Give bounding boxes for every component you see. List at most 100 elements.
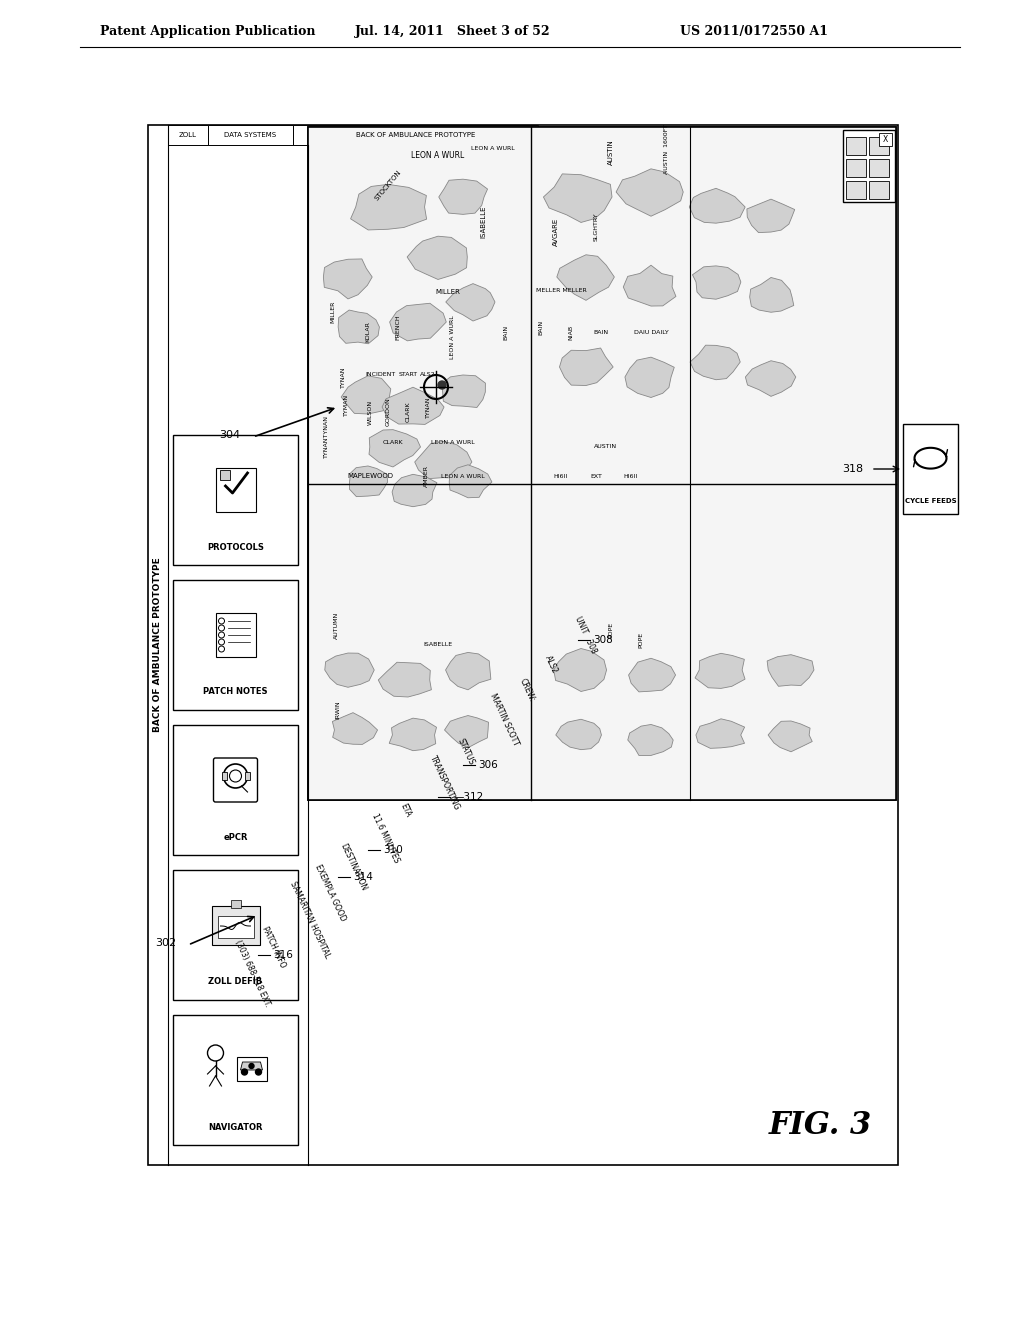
Bar [846, 137, 866, 154]
Bar [846, 181, 866, 199]
Polygon shape [559, 348, 613, 385]
Polygon shape [628, 725, 673, 755]
Text: ePCR: ePCR [223, 833, 248, 842]
Bar [308, 127, 896, 800]
Bar [173, 870, 298, 1001]
Polygon shape [696, 719, 744, 748]
Text: AUSTIN  1600FT: AUSTIN 1600FT [664, 124, 669, 174]
Polygon shape [333, 713, 378, 744]
Text: AMBER: AMBER [424, 465, 428, 487]
Text: BAIN: BAIN [504, 325, 509, 339]
Bar [308, 127, 896, 800]
Text: HI6II: HI6II [624, 474, 638, 479]
Text: DATA SYSTEMS: DATA SYSTEMS [224, 132, 276, 139]
Text: ZOLL: ZOLL [179, 132, 197, 139]
Polygon shape [325, 653, 374, 688]
Text: DAIU DAILY: DAIU DAILY [634, 330, 669, 334]
Text: NAVIGATOR: NAVIGATOR [208, 1122, 263, 1131]
Text: INCIDENT: INCIDENT [366, 372, 396, 378]
Polygon shape [444, 715, 488, 747]
Text: ZOLL DEFIB: ZOLL DEFIB [209, 978, 262, 986]
Polygon shape [689, 189, 745, 223]
FancyBboxPatch shape [212, 906, 259, 945]
Bar [148, 125, 898, 1166]
Polygon shape [338, 310, 380, 343]
Text: LEON A WURL: LEON A WURL [471, 147, 515, 152]
Circle shape [249, 1064, 254, 1068]
Polygon shape [767, 655, 814, 686]
Bar [869, 137, 889, 154]
Polygon shape [745, 360, 796, 396]
Bar [221, 772, 226, 780]
Text: ISABELLE: ISABELLE [480, 206, 486, 238]
Polygon shape [445, 284, 495, 321]
Text: TYMAN: TYMAN [343, 393, 348, 416]
Text: AUSTIN: AUSTIN [595, 445, 617, 450]
Text: EXT: EXT [590, 474, 602, 479]
Text: X: X [883, 135, 888, 144]
Text: STOCKTON: STOCKTON [374, 169, 402, 202]
Text: DESTINATION: DESTINATION [338, 842, 368, 892]
Text: MILLER: MILLER [435, 289, 461, 294]
Text: 316: 316 [273, 950, 293, 960]
Text: LEON A WURL: LEON A WURL [431, 440, 475, 445]
Text: AUSTIN: AUSTIN [608, 139, 614, 165]
FancyBboxPatch shape [237, 1057, 266, 1081]
Text: US 2011/0172550 A1: US 2011/0172550 A1 [680, 25, 828, 38]
Text: FRENCH: FRENCH [395, 314, 400, 339]
Text: 302: 302 [155, 939, 176, 948]
Text: AVGARE: AVGARE [553, 218, 559, 246]
Text: 318: 318 [842, 465, 863, 474]
Text: Jul. 14, 2011   Sheet 3 of 52: Jul. 14, 2011 Sheet 3 of 52 [355, 25, 551, 38]
Bar [173, 1015, 298, 1144]
Polygon shape [768, 721, 812, 752]
Text: MARTIN SCOTT: MARTIN SCOTT [488, 693, 520, 747]
Bar [869, 158, 889, 177]
Text: WILSON: WILSON [368, 400, 373, 425]
Bar [245, 772, 250, 780]
Text: GORDON: GORDON [385, 397, 390, 426]
Text: PATCH INFO: PATCH INFO [260, 925, 287, 969]
Polygon shape [350, 185, 427, 230]
Bar [293, 125, 538, 145]
Bar [208, 125, 293, 145]
Text: BAIN: BAIN [539, 319, 544, 334]
Polygon shape [415, 441, 472, 479]
Text: —312: —312 [453, 792, 483, 803]
Text: PROTOCOLS: PROTOCOLS [207, 543, 264, 552]
Text: LEON A WURL: LEON A WURL [451, 315, 456, 359]
Bar [869, 181, 889, 199]
Polygon shape [392, 474, 437, 507]
Text: BACK OF AMBULANCE PROTOTYPE: BACK OF AMBULANCE PROTOTYPE [154, 557, 163, 733]
Polygon shape [349, 466, 388, 496]
Text: EXEMPLA GOOD: EXEMPLA GOOD [313, 863, 347, 923]
Text: PATCH NOTES: PATCH NOTES [203, 688, 267, 697]
Text: ALS2: ALS2 [543, 655, 559, 676]
Text: 11.6 MINUTES: 11.6 MINUTES [370, 812, 400, 865]
Polygon shape [408, 236, 467, 280]
Polygon shape [750, 277, 794, 313]
Text: Patent Application Publication: Patent Application Publication [100, 25, 315, 38]
Text: (303) 688-118 EXT.: (303) 688-118 EXT. [233, 939, 272, 1008]
Bar [168, 125, 208, 145]
Text: START: START [398, 372, 418, 378]
Bar [173, 725, 298, 855]
Text: 304: 304 [219, 430, 240, 440]
Polygon shape [554, 648, 606, 692]
Text: MILLER: MILLER [331, 301, 336, 323]
Text: TYNAN: TYNAN [426, 396, 430, 417]
Text: BACK OF AMBULANCE PROTOTYPE: BACK OF AMBULANCE PROTOTYPE [355, 132, 475, 139]
Bar [219, 470, 229, 480]
Bar [173, 436, 298, 565]
Text: SAMARITAN HOSPITAL: SAMARITAN HOSPITAL [288, 880, 332, 960]
Text: UNIT   308: UNIT 308 [573, 615, 598, 655]
Bar [879, 133, 892, 147]
Polygon shape [389, 718, 436, 751]
Bar [843, 129, 895, 202]
Polygon shape [369, 429, 421, 467]
Polygon shape [556, 719, 601, 750]
Text: HI6II: HI6II [554, 474, 568, 479]
Polygon shape [241, 1063, 262, 1071]
Text: TRANSPORTING: TRANSPORTING [428, 754, 461, 812]
Circle shape [438, 381, 446, 389]
